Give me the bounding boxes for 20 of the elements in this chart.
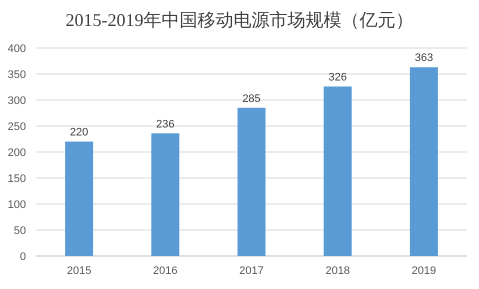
y-tick-label: 0 xyxy=(20,251,26,263)
x-tick-label: 2016 xyxy=(153,265,178,277)
y-tick-label: 50 xyxy=(14,225,26,237)
x-tick-label: 2018 xyxy=(325,265,350,277)
x-tick-label: 2015 xyxy=(66,265,92,277)
data-label: 326 xyxy=(328,71,347,84)
y-tick-label: 400 xyxy=(8,43,26,55)
x-tick-label: 2017 xyxy=(239,265,264,277)
data-label: 220 xyxy=(70,126,88,139)
data-label: 363 xyxy=(414,52,434,64)
y-tick-label: 350 xyxy=(8,69,26,81)
data-label: 285 xyxy=(242,92,261,105)
data-label: 236 xyxy=(156,118,174,130)
y-tick-label: 100 xyxy=(8,199,26,211)
y-tick-label: 200 xyxy=(8,147,26,159)
chart-title: 2015-2019年中国移动电源市场规模（亿元） xyxy=(66,10,414,30)
y-tick-label: 150 xyxy=(8,173,26,185)
x-tick-label: 2019 xyxy=(412,265,436,277)
y-tick-label: 250 xyxy=(8,121,26,133)
y-tick-label: 300 xyxy=(8,95,26,107)
